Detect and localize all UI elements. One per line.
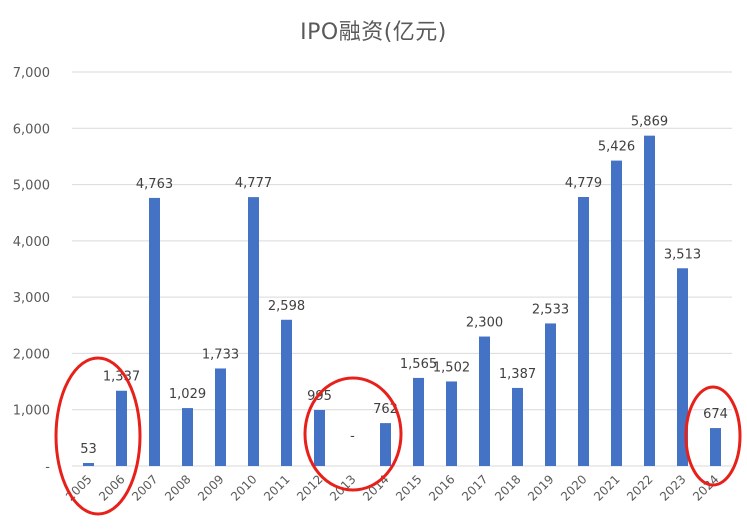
y-tick-label: -: [45, 460, 50, 475]
x-tick-label: 2021: [591, 472, 622, 503]
bar: [446, 381, 457, 466]
bar: [83, 463, 94, 466]
bar: [677, 268, 688, 466]
bar: [281, 319, 292, 466]
data-label: -: [350, 429, 355, 444]
x-tick-label: 2023: [657, 472, 688, 503]
bar: [380, 423, 391, 466]
x-tick-label: 2022: [624, 472, 655, 503]
data-label: 4,779: [565, 176, 602, 191]
data-label: 1,387: [499, 367, 536, 382]
data-label: 1,337: [103, 370, 140, 385]
bar: [116, 390, 127, 466]
data-label: 53: [80, 442, 97, 457]
bar: [611, 160, 622, 466]
x-tick-label: 2018: [492, 472, 523, 503]
data-label: 2,533: [532, 302, 569, 317]
y-tick-label: 3,000: [13, 291, 50, 306]
data-label: 2,598: [268, 299, 305, 314]
bar: [545, 323, 556, 466]
y-axis: - 1,000 2,000 3,000 4,000 5,000 6,000 7,000: [13, 66, 51, 475]
data-label: 2,300: [466, 316, 503, 331]
bar: [578, 197, 589, 467]
highlight-circle: [684, 385, 742, 487]
annotations: [54, 356, 742, 516]
data-label: 3,513: [664, 247, 701, 262]
x-tick-label: 2017: [459, 472, 490, 503]
bars: [83, 135, 721, 467]
bar: [512, 387, 523, 466]
data-label: 5,426: [598, 140, 635, 155]
y-tick-label: 4,000: [13, 235, 50, 250]
bar: [710, 428, 721, 466]
bar: [182, 408, 193, 466]
highlight-circle: [54, 356, 142, 516]
data-label: 1,733: [202, 347, 239, 362]
bar: [479, 336, 490, 466]
data-label: 4,777: [235, 176, 272, 191]
y-tick-label: 6,000: [13, 122, 50, 137]
x-tick-label: 2011: [261, 472, 292, 503]
x-tick-label: 2016: [426, 472, 457, 503]
bar: [149, 197, 160, 467]
bar: [248, 197, 259, 466]
x-tick-label: 2009: [195, 472, 226, 503]
x-axis: 2005 2006 2007 2008 2009 2010 2011 2012 2013 2014…: [63, 472, 721, 503]
data-label: 1,565: [400, 357, 437, 372]
data-label: 762: [373, 402, 398, 417]
x-tick-label: 2010: [228, 472, 259, 503]
data-label: 1,502: [433, 360, 470, 375]
data-label: 1,029: [169, 387, 206, 402]
x-tick-label: 2008: [162, 472, 193, 503]
gridlines: [72, 71, 732, 467]
x-tick-label: 2024: [690, 472, 721, 503]
x-tick-label: 2020: [558, 472, 589, 503]
data-labels: 53 1,337 4,763 1,029 1,733 4,777 2,598 995 - 762 1…: [80, 115, 728, 457]
y-tick-label: 1,000: [13, 404, 50, 419]
data-label: 4,763: [136, 177, 173, 192]
x-tick-label: 2015: [393, 472, 424, 503]
x-tick-label: 2019: [525, 472, 556, 503]
data-label: 995: [307, 389, 332, 404]
bar: [644, 135, 655, 466]
data-label: 674: [703, 407, 728, 422]
bar: [413, 377, 424, 466]
bar: [314, 409, 325, 466]
y-tick-label: 5,000: [13, 179, 50, 194]
y-tick-label: 7,000: [13, 66, 50, 81]
highlight-circle: [303, 376, 403, 492]
y-tick-label: 2,000: [13, 347, 50, 362]
data-label: 5,869: [631, 115, 668, 130]
bar: [215, 368, 226, 466]
chart-title: IPO融资(亿元): [300, 20, 447, 45]
